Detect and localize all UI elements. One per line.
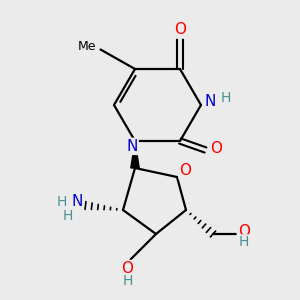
Polygon shape — [131, 141, 139, 168]
Text: H: H — [122, 274, 133, 288]
Text: O: O — [122, 261, 134, 276]
Text: N: N — [204, 94, 216, 110]
Text: N: N — [126, 139, 138, 154]
Text: H: H — [62, 209, 73, 223]
Text: N: N — [71, 194, 83, 209]
Text: O: O — [179, 163, 191, 178]
Text: O: O — [238, 224, 250, 238]
Text: H: H — [239, 236, 249, 249]
Text: Me: Me — [78, 40, 96, 53]
Text: H: H — [57, 195, 67, 209]
Text: O: O — [174, 22, 186, 38]
Text: O: O — [210, 141, 222, 156]
Text: H: H — [221, 91, 231, 104]
